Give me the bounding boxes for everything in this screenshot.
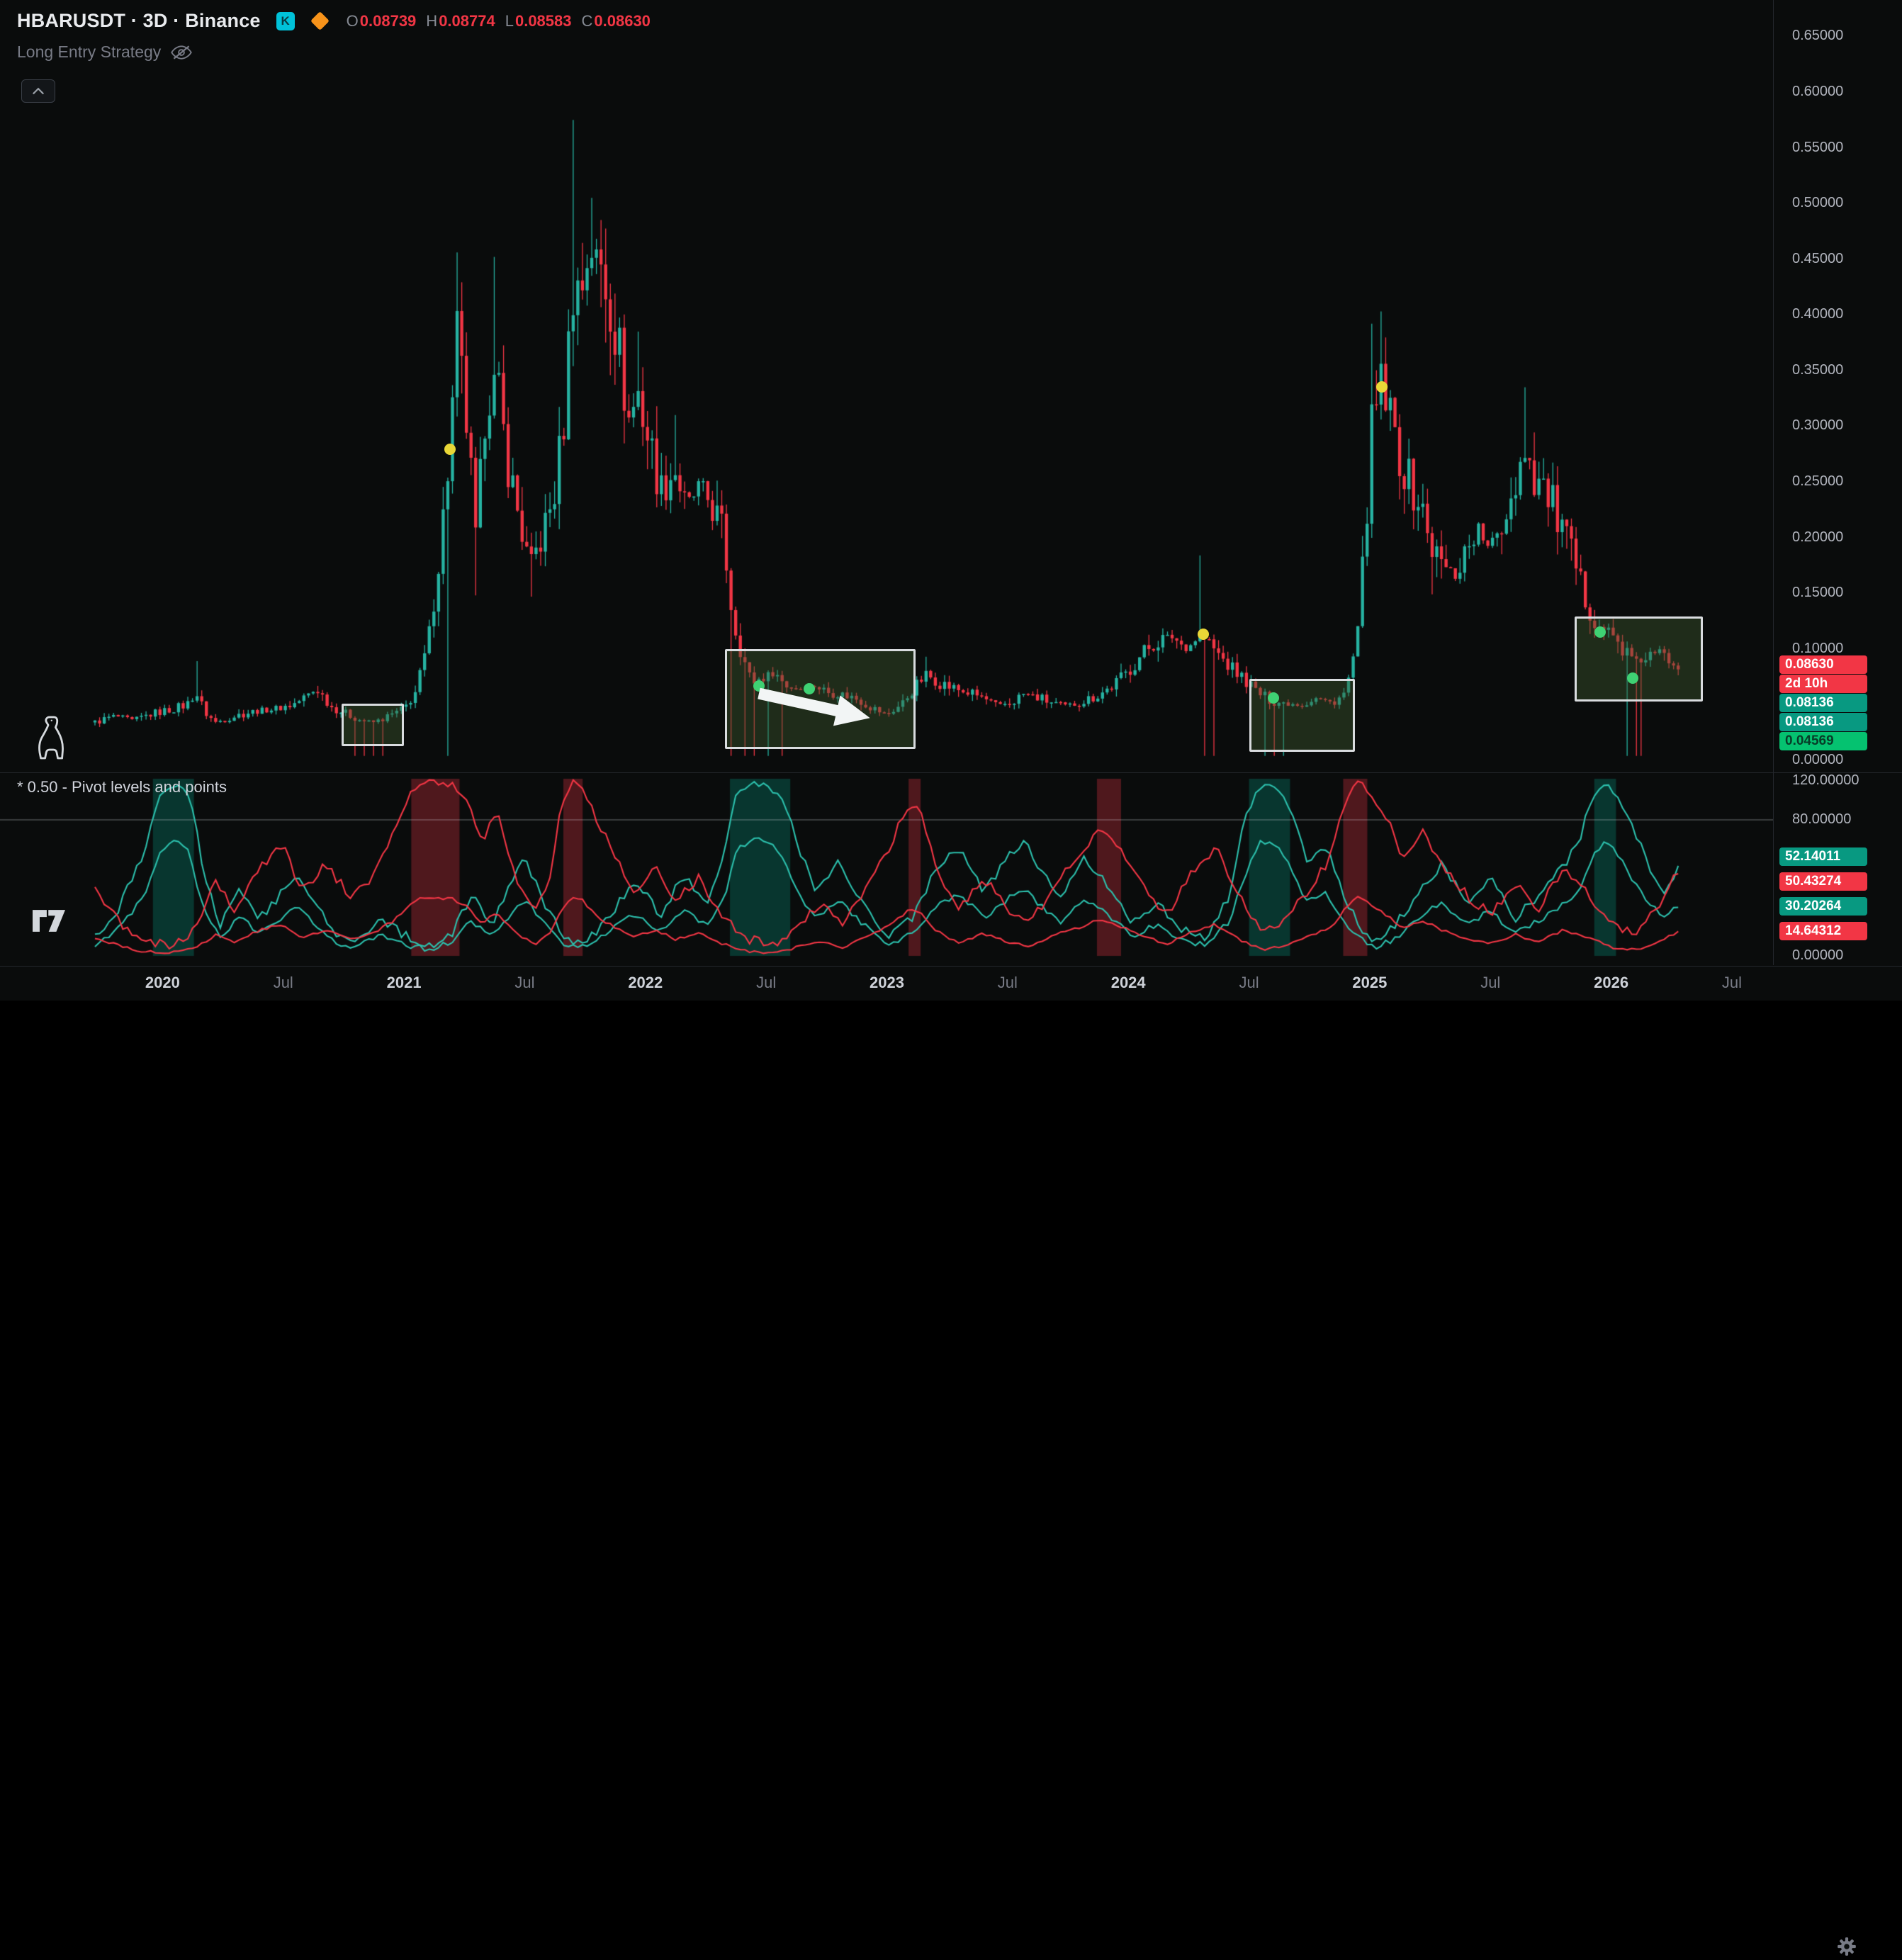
- dino-icon[interactable]: [37, 714, 71, 763]
- time-axis-label: Jul: [1480, 974, 1501, 991]
- price-axis-label: 0.10000: [1792, 640, 1844, 656]
- cyan-square-icon: K: [276, 11, 295, 30]
- oscillator-value-badge: 50.43274: [1779, 872, 1867, 891]
- open-label: O: [346, 11, 359, 30]
- entry-signal-dot-green: [1267, 692, 1279, 704]
- time-axis-label: 2022: [628, 974, 663, 991]
- price-axis-label: 0.35000: [1792, 361, 1844, 378]
- ohlc-values: O0.08739 H0.08774 L0.08583 C0.08630: [347, 12, 651, 30]
- price-axis-label: 0.45000: [1792, 250, 1844, 266]
- price-axis-label: 0.60000: [1792, 83, 1844, 99]
- entry-signal-dot-yellow: [444, 444, 456, 456]
- time-axis-label: 2020: [145, 974, 180, 991]
- low-value: 0.08583: [514, 11, 572, 30]
- time-axis-label: 2024: [1110, 974, 1146, 991]
- time-axis-label: 2025: [1352, 974, 1388, 991]
- strategy-level-badge: 0.04569: [1779, 732, 1867, 751]
- accumulation-zone-box[interactable]: [341, 703, 405, 746]
- price-axis-label: 0.25000: [1792, 473, 1844, 490]
- oscillator-axis-label: 80.00000: [1792, 811, 1852, 827]
- entry-signal-dot-green: [1627, 672, 1639, 684]
- last-price-badge: 0.08630: [1779, 655, 1867, 675]
- timezone-settings-gear-icon[interactable]: [1837, 1937, 1857, 1960]
- price-axis-label: 0.50000: [1792, 195, 1844, 211]
- collapse-panel-button[interactable]: [21, 79, 55, 103]
- entry-signal-dot-green: [1594, 626, 1606, 638]
- oscillator-value-badge: 52.14011: [1779, 847, 1867, 866]
- time-axis-label: Jul: [273, 974, 293, 991]
- close-value: 0.08630: [594, 11, 651, 30]
- time-scale[interactable]: 2020 Jul 2021 Jul 2022 Jul 2023 Jul 2024 Jul 2025 J…: [0, 966, 1902, 1956]
- strategy-level-badge: 0.08136: [1779, 713, 1867, 732]
- chart-drawings-layer: [0, 0, 1773, 965]
- price-axis-label: 0.40000: [1792, 306, 1844, 322]
- price-axis-label: 0.20000: [1792, 529, 1844, 545]
- time-axis-label: 2021: [386, 974, 422, 991]
- strategy-name[interactable]: Long Entry Strategy: [17, 43, 162, 61]
- time-axis-label: Jul: [1239, 974, 1259, 991]
- time-axis-label: Jul: [756, 974, 777, 991]
- price-axis-label: 0.55000: [1792, 139, 1844, 155]
- oscillator-value-badge: 14.64312: [1779, 922, 1867, 940]
- time-axis-label: Jul: [1721, 974, 1742, 991]
- chart-legend: HBARUSDT · 3D · Binance K O0.08739 H0.08…: [17, 10, 651, 32]
- entry-signal-dot-green: [804, 683, 816, 695]
- entry-signal-dot-yellow: [1197, 629, 1209, 641]
- candlestick-chart-canvas[interactable]: [0, 0, 1773, 772]
- low-label: L: [505, 11, 514, 30]
- oscillator-value-badge: 30.20264: [1779, 897, 1867, 916]
- oscillator-pane-title[interactable]: * 0.50 - Pivot levels and points: [17, 778, 227, 796]
- time-axis-label: Jul: [997, 974, 1018, 991]
- tradingview-logo[interactable]: [33, 910, 65, 935]
- cyan-square-glyph: K: [281, 13, 290, 28]
- open-value: 0.08739: [359, 11, 417, 30]
- time-axis-label: Jul: [514, 974, 535, 991]
- time-axis-label: 2026: [1594, 974, 1629, 991]
- chevron-up-icon: [33, 87, 44, 94]
- price-axis-label: 0.65000: [1792, 28, 1844, 44]
- arrow-drawing[interactable]: [0, 0, 1773, 965]
- accumulation-zone-box[interactable]: [1575, 616, 1704, 702]
- accumulation-zone-box[interactable]: [1249, 679, 1356, 753]
- oscillator-pane-canvas[interactable]: [0, 773, 1773, 965]
- accumulation-zone-box[interactable]: [725, 648, 916, 750]
- price-axis-label: 0.00000: [1792, 751, 1844, 767]
- oscillator-axis-label: 0.00000: [1792, 947, 1844, 963]
- bar-countdown-badge: 2d 10h: [1779, 675, 1867, 694]
- time-axis-label: 2023: [870, 974, 904, 991]
- oscillator-axis-label: 120.00000: [1792, 772, 1859, 788]
- visibility-off-icon[interactable]: [171, 45, 193, 60]
- symbol-title[interactable]: HBARUSDT · 3D · Binance: [17, 10, 261, 31]
- high-value: 0.08774: [439, 11, 495, 30]
- binance-diamond-icon: [310, 11, 330, 30]
- strategy-level-badge: 0.08136: [1779, 694, 1867, 713]
- high-label: H: [426, 11, 438, 30]
- price-scale[interactable]: 0.65000 0.60000 0.55000 0.50000 0.45000 0.400…: [1773, 0, 1902, 965]
- price-axis-label: 0.30000: [1792, 417, 1844, 434]
- pane-separator[interactable]: [0, 772, 1902, 773]
- entry-signal-dot-yellow: [1375, 381, 1388, 393]
- price-axis-label: 0.15000: [1792, 585, 1844, 601]
- close-label: C: [581, 11, 593, 30]
